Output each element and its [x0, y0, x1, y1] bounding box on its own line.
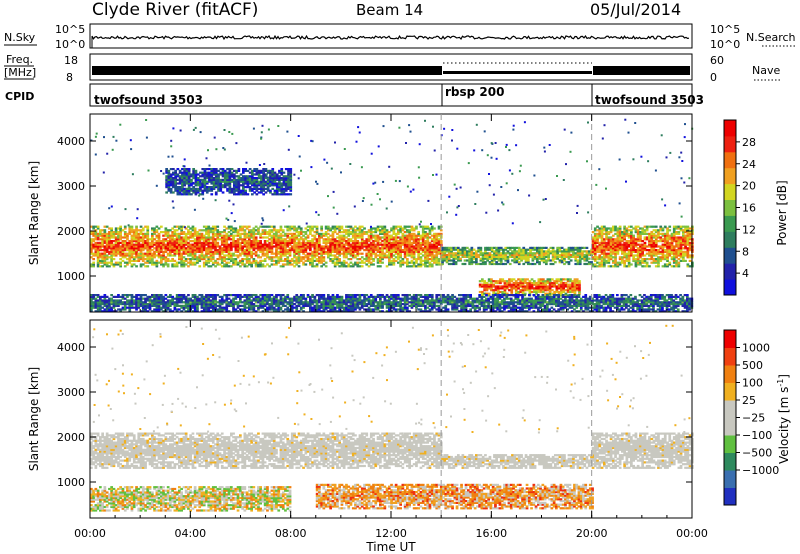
colorbar-tick-label: 25	[742, 394, 756, 407]
colorbar-swatch	[724, 263, 736, 280]
cpid-segment-3: twofsound 3503	[595, 93, 704, 107]
colorbar-swatch	[724, 120, 736, 137]
nsearch-label: N.Search	[746, 31, 796, 44]
colorbar-swatch	[724, 400, 736, 418]
y-tick-label: 1000	[57, 270, 85, 283]
freq-label-line1: Freq.	[6, 53, 33, 66]
colorbar-swatch	[724, 417, 736, 436]
colorbar-tick-label: 4	[742, 267, 749, 280]
colorbar-swatch	[724, 135, 736, 153]
colorbar-swatch	[724, 470, 736, 488]
freq-tick-top: 18	[64, 54, 78, 67]
x-tick-label: 20:00	[576, 527, 608, 540]
colorbar-swatch	[724, 382, 736, 401]
colorbar-tick-label: 100	[742, 377, 763, 390]
colorbar-swatch	[724, 347, 736, 366]
velocity-colorbar-label: Velocity [m s-1]	[776, 374, 791, 464]
beam-title: Beam 14	[356, 1, 423, 19]
colorbar-tick-label: 20	[742, 180, 756, 193]
velocity-panel: 1000 2000 3000 4000 Slant Range [km] 1000 50…	[27, 319, 791, 519]
colorbar-tick-label: −25	[742, 412, 765, 425]
colorbar-tick-label: −100	[742, 429, 772, 442]
colorbar-tick-label: 16	[742, 202, 756, 215]
colorbar-swatch	[724, 151, 736, 169]
colorbar-tick-label: 500	[742, 359, 763, 372]
colorbar-swatch	[724, 167, 736, 185]
power-ylabel: Slant Range [km]	[27, 161, 41, 265]
date-title: 05/Jul/2014	[590, 0, 681, 19]
cpid-label: CPID	[5, 90, 34, 103]
colorbar-swatch	[724, 247, 736, 264]
colorbar-tick-label: −500	[742, 447, 772, 460]
colorbar-swatch	[724, 330, 736, 348]
velocity-colorbar: 1000 500 100 25 −25 −100 −500 −1000	[723, 329, 779, 506]
y-tick-label: 3000	[57, 180, 85, 193]
nsky-strip: N.Sky 10^5 10^0 10^5 10^0 N.Search	[4, 23, 796, 51]
colorbar-swatch	[724, 452, 736, 471]
colorbar-tick-label: −1000	[742, 464, 779, 477]
cpid-segment-2: rbsp 200	[445, 85, 504, 99]
colorbar-swatch	[724, 487, 736, 506]
colorbar-tick-label: 1000	[742, 342, 770, 355]
nave-label: Nave	[752, 64, 780, 77]
nsky-tick-bottom: 10^0	[55, 38, 85, 51]
nsky-label: N.Sky	[4, 31, 36, 44]
x-tick-label: 16:00	[475, 527, 507, 540]
cpid-strip: CPID twofsound 3503 rbsp 200 twofsound 3…	[5, 83, 704, 107]
station-title: Clyde River (fitACF)	[92, 0, 258, 20]
colorbar-swatch	[724, 231, 736, 248]
freq-strip: Freq. [MHz] 18 8 60 0 Nave	[4, 53, 780, 84]
y-tick-label: 3000	[57, 386, 85, 399]
nsky-tick-top: 10^5	[55, 23, 85, 36]
colorbar-swatch	[724, 365, 736, 383]
power-colorbar-label: Power [dB]	[775, 180, 789, 245]
freq-label-line2: [MHz]	[4, 66, 36, 79]
freq-bar-2	[443, 71, 592, 74]
y-tick-label: 2000	[57, 431, 85, 444]
colorbar-tick-label: 24	[742, 158, 756, 171]
colorbar-swatch	[724, 435, 736, 453]
x-tick-label: 08:00	[275, 527, 307, 540]
nsearch-tick-top: 10^5	[710, 23, 740, 36]
colorbar-tick-label: 12	[742, 223, 756, 236]
colorbar-swatch	[724, 183, 736, 200]
y-tick-label: 1000	[57, 476, 85, 489]
y-tick-label: 4000	[57, 135, 85, 148]
colorbar-tick-label: 28	[742, 136, 756, 149]
colorbar-swatch	[724, 215, 736, 232]
x-axis-label: Time UT	[365, 540, 416, 554]
freq-bar-1	[92, 66, 442, 75]
freq-bar-3	[593, 66, 690, 75]
x-tick-label: 04:00	[174, 527, 206, 540]
velocity-ylabel: Slant Range [km]	[27, 367, 41, 471]
colorbar-swatch	[724, 279, 736, 296]
nave-tick-bottom: 0	[710, 71, 717, 84]
y-tick-label: 2000	[57, 225, 85, 238]
freq-tick-bottom: 8	[66, 71, 73, 84]
x-tick-label: 12:00	[375, 527, 407, 540]
x-tick-label: 00:00	[676, 527, 708, 540]
nave-tick-top: 60	[710, 54, 724, 67]
colorbar-tick-label: 8	[742, 245, 749, 258]
nsky-trace	[91, 34, 690, 41]
colorbar-swatch	[724, 199, 736, 216]
power-panel: 1000 2000 3000 4000 Slant Range [km] 4 8 12 16…	[27, 113, 789, 313]
y-tick-label: 4000	[57, 341, 85, 354]
power-colorbar: 4 8 12 16 20 24 28	[723, 119, 756, 296]
cpid-segment-1: twofsound 3503	[94, 93, 203, 107]
x-tick-label: 00:00	[74, 527, 106, 540]
nsearch-tick-bottom: 10^0	[710, 38, 740, 51]
